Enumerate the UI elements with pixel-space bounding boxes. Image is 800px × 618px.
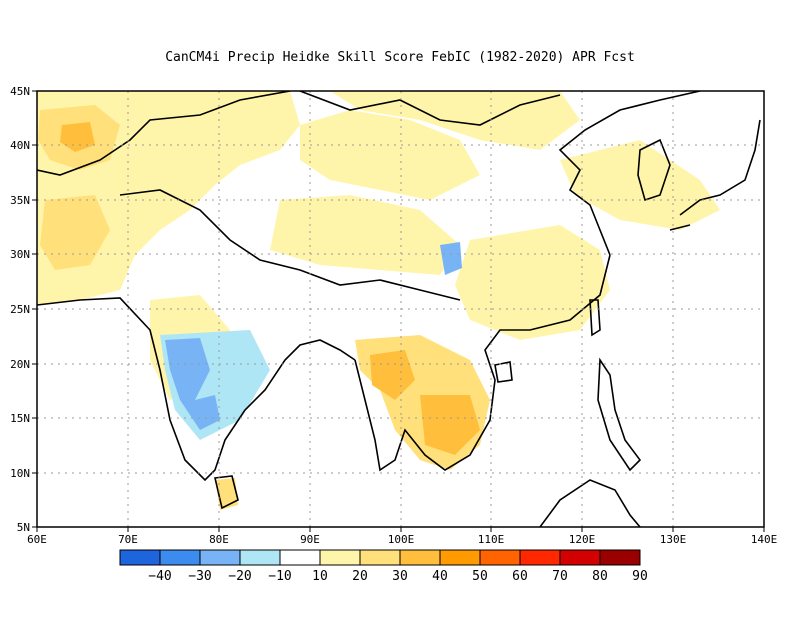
colorbar-swatch <box>479 549 521 566</box>
skill-region-myanmar-core <box>370 350 415 400</box>
skill-region-cambodia-core <box>420 395 480 455</box>
colorbar-label: 90 <box>632 569 648 584</box>
colorbar-swatch <box>439 549 481 566</box>
colorbar-label: 20 <box>352 569 368 584</box>
lat-label: 30N <box>10 248 30 261</box>
colorbar-swatch <box>239 549 281 566</box>
colorbar-label: 40 <box>432 569 448 584</box>
colorbar-swatch <box>399 549 441 566</box>
colorbar-label: −30 <box>188 569 211 584</box>
coastline-india <box>37 297 356 482</box>
lat-label: 20N <box>10 358 30 371</box>
colorbar-swatch <box>599 549 641 566</box>
lon-label: 140E <box>751 533 778 546</box>
lat-label: 35N <box>10 194 30 207</box>
gridlines <box>37 91 764 527</box>
colorbar-label: −40 <box>148 569 171 584</box>
lon-label: 60E <box>27 533 47 546</box>
skill-region-tibet-blue <box>440 242 462 275</box>
colorbar-swatch <box>519 549 561 566</box>
colorbar-swatch <box>199 549 241 566</box>
colorbar-swatch <box>319 549 361 566</box>
colorbar: −40 −30 −20 −10 10 20 30 40 50 60 70 80 90 <box>119 549 648 584</box>
lon-label: 120E <box>569 533 596 546</box>
coastline-philippines <box>597 357 642 472</box>
colorbar-swatch <box>119 549 161 566</box>
coastline-hainan <box>494 361 513 383</box>
coastline-japan <box>669 119 761 231</box>
lat-label: 40N <box>10 139 30 152</box>
colorbar-swatch <box>559 549 601 566</box>
lon-label: 90E <box>300 533 320 546</box>
border-central-asia <box>37 91 291 176</box>
skill-region-tibet-north <box>300 110 480 200</box>
lon-label: 110E <box>478 533 505 546</box>
colorbar-swatch <box>159 549 201 566</box>
tick-marks <box>32 90 765 532</box>
lat-labels: 5N 10N 15N 20N 25N 30N 35N 40N 45N <box>10 85 30 534</box>
lat-label: 25N <box>10 303 30 316</box>
coastline-sri-lanka <box>214 475 239 510</box>
coastline-taiwan <box>589 299 601 337</box>
colorbar-label: 50 <box>472 569 488 584</box>
coastline-indochina <box>354 254 611 472</box>
lon-labels: 60E 70E 80E 90E 100E 110E 120E 130E 140E <box>27 533 777 546</box>
colorbar-label: 60 <box>512 569 528 584</box>
colorbar-swatch <box>279 549 321 566</box>
lat-label: 45N <box>10 85 30 98</box>
colorbar-label: 30 <box>392 569 408 584</box>
chart-title: CanCM4i Precip Heidke Skill Score FebIC … <box>165 50 635 65</box>
lon-label: 70E <box>118 533 138 546</box>
lon-label: 130E <box>660 533 687 546</box>
border-mongolia <box>299 91 561 126</box>
coastline-korea <box>637 138 671 202</box>
colorbar-label: 10 <box>312 569 328 584</box>
border-himalaya <box>119 189 461 301</box>
lat-label: 10N <box>10 467 30 480</box>
coastline-china-east <box>558 91 701 256</box>
lat-label: 15N <box>10 412 30 425</box>
colorbar-label: −20 <box>228 569 251 584</box>
coastline-borneo <box>539 479 641 527</box>
colorbar-label: 80 <box>592 569 608 584</box>
skill-region-afghanistan <box>40 195 110 270</box>
lat-label: 5N <box>17 521 30 534</box>
skill-region-central-india-core <box>165 338 220 430</box>
colorbar-swatch <box>359 549 401 566</box>
coastlines <box>37 91 761 527</box>
colorbar-label: −10 <box>268 569 291 584</box>
lon-label: 100E <box>388 533 415 546</box>
skill-region-tibet-south <box>270 195 460 275</box>
colorbar-label: 70 <box>552 569 568 584</box>
lon-label: 80E <box>209 533 229 546</box>
